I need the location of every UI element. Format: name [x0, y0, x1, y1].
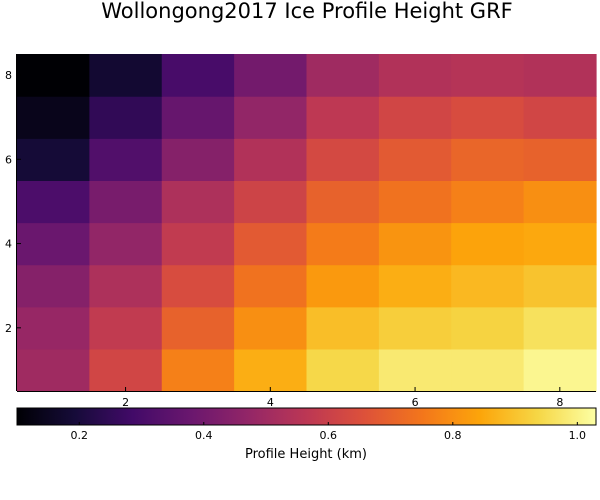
- heatmap-cell-r1-c6: [378, 348, 452, 392]
- heatmap-cell-r6-c4: [234, 138, 308, 181]
- chart-title: Wollongong2017 Ice Profile Height GRF: [101, 0, 513, 23]
- heatmap-cell-r5-c7: [451, 180, 525, 224]
- heatmap-cell-r1-c8: [523, 348, 597, 392]
- heatmap-cell-r6-c3: [161, 138, 235, 181]
- colorbar-tick-label-2: 0.6: [320, 429, 338, 442]
- heatmap-cell-r5-c5: [306, 180, 380, 224]
- heatmap-cell-r6-c6: [378, 138, 452, 181]
- heatmap-cell-r5-c3: [161, 180, 235, 224]
- heatmap-cell-r3-c5: [306, 264, 380, 308]
- heatmap-cell-r6-c8: [523, 138, 597, 181]
- colorbar-label: Profile Height (km): [245, 447, 367, 462]
- heatmap-cell-r4-c8: [523, 222, 597, 266]
- heatmap-cell-r2-c2: [89, 306, 163, 350]
- heatmap-cell-r7-c2: [89, 96, 163, 139]
- colorbar-tick-label-4: 1.0: [569, 429, 587, 442]
- heatmap-cell-r3-c4: [234, 264, 308, 308]
- x-axis-ticks: 2 4 6 8: [122, 387, 563, 409]
- heatmap-cell-r2-c3: [161, 306, 235, 350]
- heatmap-cell-r1-c1: [17, 348, 90, 392]
- x-tick-label-4: 4: [267, 396, 274, 409]
- y-tick-label-6: 6: [5, 153, 12, 166]
- heatmap-cell-r8-c3: [161, 54, 235, 97]
- plot-axes: [16, 54, 596, 392]
- heatmap-cell-r1-c7: [451, 348, 525, 392]
- heatmap-cell-r7-c6: [378, 96, 452, 139]
- heatmap-cell-r1-c4: [234, 348, 308, 392]
- x-tick-label-8: 8: [556, 396, 563, 409]
- heatmap-cell-r2-c4: [234, 306, 308, 350]
- heatmap-cell-r4-c6: [378, 222, 452, 266]
- heatmap-cell-r7-c3: [161, 96, 235, 139]
- heatmap-cell-r4-c5: [306, 222, 380, 266]
- heatmap-cell-r5-c8: [523, 180, 597, 224]
- heatmap-cell-r5-c6: [378, 180, 452, 224]
- heatmap-cell-r8-c6: [378, 54, 452, 97]
- y-tick-label-4: 4: [5, 238, 12, 251]
- heatmap-cell-r8-c8: [523, 54, 597, 97]
- heatmap-cell-r8-c7: [451, 54, 525, 97]
- x-tick-label-6: 6: [412, 396, 419, 409]
- heatmap-cell-r3-c3: [161, 264, 235, 308]
- heatmap-cells: [17, 54, 597, 392]
- heatmap-cell-r3-c8: [523, 264, 597, 308]
- heatmap-cell-r1-c2: [89, 348, 163, 392]
- heatmap-cell-r2-c7: [451, 306, 525, 350]
- heatmap-cell-r8-c2: [89, 54, 163, 97]
- colorbar-tick-label-0: 0.2: [71, 429, 89, 442]
- heatmap-cell-r4-c1: [17, 222, 90, 266]
- heatmap-cell-r3-c2: [89, 264, 163, 308]
- colorbar: [16, 407, 597, 426]
- colorbar-tick-label-3: 0.8: [444, 429, 462, 442]
- heatmap-cell-r8-c1: [17, 54, 90, 97]
- y-axis-ticks: 2 4 6 8: [5, 69, 21, 335]
- heatmap-cell-r3-c6: [378, 264, 452, 308]
- heatmap-cell-r7-c1: [17, 96, 90, 139]
- heatmap-cell-r6-c1: [17, 138, 90, 181]
- heatmap-cell-r2-c5: [306, 306, 380, 350]
- heatmap-cell-r7-c4: [234, 96, 308, 139]
- y-tick-label-8: 8: [5, 69, 12, 82]
- heatmap-cell-r4-c3: [161, 222, 235, 266]
- heatmap-cell-r5-c4: [234, 180, 308, 224]
- heatmap-cell-r4-c7: [451, 222, 525, 266]
- heatmap-cell-r5-c1: [17, 180, 90, 224]
- heatmap-cell-r6-c2: [89, 138, 163, 181]
- heatmap-cell-r7-c5: [306, 96, 380, 139]
- x-tick-label-2: 2: [122, 396, 129, 409]
- heatmap-cell-r2-c6: [378, 306, 452, 350]
- heatmap-cell-r5-c2: [89, 180, 163, 224]
- heatmap-cell-r4-c4: [234, 222, 308, 266]
- y-tick-label-2: 2: [5, 322, 12, 335]
- colorbar-tick-label-1: 0.4: [195, 429, 213, 442]
- heatmap-cell-r8-c5: [306, 54, 380, 97]
- heatmap-cell-r7-c8: [523, 96, 597, 139]
- heatmap-cell-r8-c4: [234, 54, 308, 97]
- heatmap-cell-r3-c7: [451, 264, 525, 308]
- colorbar-ticks: 0.2 0.4 0.6 0.8 1.0: [71, 422, 587, 442]
- heatmap-cell-r2-c1: [17, 306, 90, 350]
- heatmap-cell-r1-c5: [306, 348, 380, 392]
- heatmap-cell-r2-c8: [523, 306, 597, 350]
- heatmap-cell-r4-c2: [89, 222, 163, 266]
- heatmap-cell-r6-c5: [306, 138, 380, 181]
- heatmap-cell-r6-c7: [451, 138, 525, 181]
- heatmap-cell-r1-c3: [161, 348, 235, 392]
- heatmap-cell-r3-c1: [17, 264, 90, 308]
- heatmap-cell-r7-c7: [451, 96, 525, 139]
